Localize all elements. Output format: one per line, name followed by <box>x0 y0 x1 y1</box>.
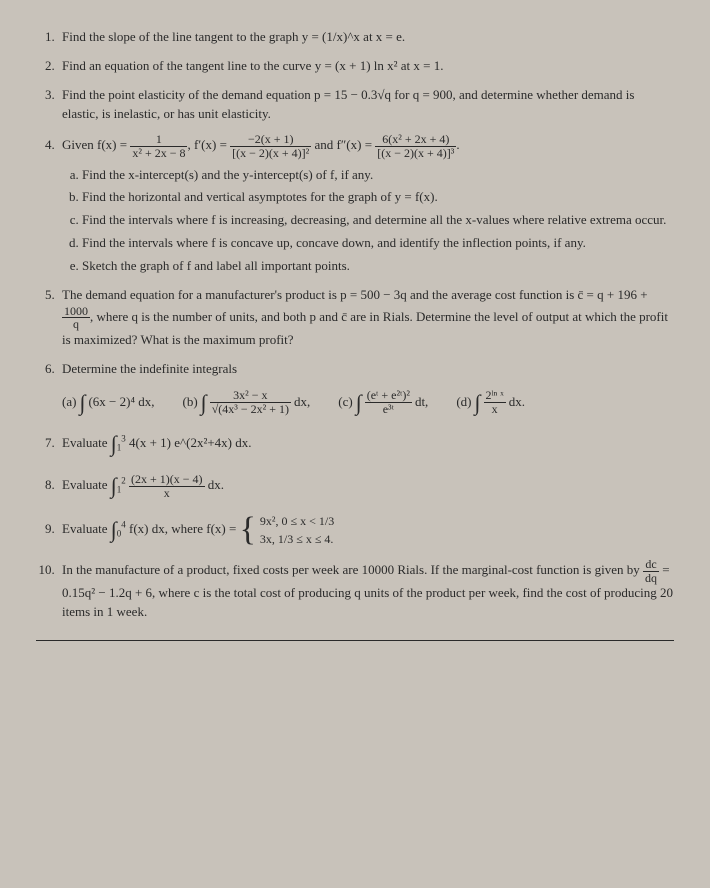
q4d: Find the intervals where f is concave up… <box>82 234 674 253</box>
q4b: Find the horizontal and vertical asympto… <box>82 188 674 207</box>
q9-case2: 3x, 1/3 ≤ x ≤ 4. <box>260 530 334 548</box>
integral-icon: ∫ <box>356 387 362 419</box>
q6d: (d) ∫ 2ˡⁿ ˣ x dx. <box>456 387 525 419</box>
q6-integrals-row: (a) ∫ (6x − 2)⁴ dx, (b) ∫ 3x² − x √(4x³ … <box>62 387 674 419</box>
exam-page: Find the slope of the line tangent to th… <box>0 0 710 668</box>
q3-text: Find the point elasticity of the demand … <box>62 87 634 121</box>
q4-fp-frac: −2(x + 1) [(x − 2)(x + 4)]² <box>230 133 311 159</box>
q4e: Sketch the graph of f and label all impo… <box>82 257 674 276</box>
left-brace-icon: { <box>240 513 256 547</box>
question-1: Find the slope of the line tangent to th… <box>58 28 674 47</box>
question-7: Evaluate ∫13 4(x + 1) e^(2x²+4x) dx. <box>58 428 674 460</box>
question-2: Find an equation of the tangent line to … <box>58 57 674 76</box>
integral-icon: ∫ <box>474 387 480 419</box>
question-10: In the manufacture of a product, fixed c… <box>58 558 674 622</box>
question-4: Given f(x) = 1 x² + 2x − 8 , f′(x) = −2(… <box>58 133 674 275</box>
question-5: The demand equation for a manufacturer's… <box>58 286 674 350</box>
q4-subparts: Find the x-intercept(s) and the y-interc… <box>62 166 674 276</box>
q9-lead: Evaluate <box>62 521 111 536</box>
integral-icon: ∫ <box>201 387 207 419</box>
q10-frac: dc dq <box>643 558 659 584</box>
question-list: Find the slope of the line tangent to th… <box>36 28 674 622</box>
integral-icon: ∫ <box>79 387 85 419</box>
q8-frac: (2x + 1)(x − 4) x <box>129 473 205 499</box>
q8-lead: Evaluate <box>62 477 111 492</box>
divider <box>36 640 674 641</box>
question-9: Evaluate ∫04 f(x) dx, where f(x) = { 9x²… <box>58 512 674 548</box>
q9-mid: f(x) dx, where f(x) = <box>129 521 240 536</box>
q4-fpp-frac: 6(x² + 2x + 4) [(x − 2)(x + 4)]³ <box>375 133 456 159</box>
q4a: Find the x-intercept(s) and the y-interc… <box>82 166 674 185</box>
q5-b: , where q is the number of units, and bo… <box>62 309 668 347</box>
q4-f-frac: 1 x² + 2x − 8 <box>130 133 187 159</box>
q2-text: Find an equation of the tangent line to … <box>62 58 444 73</box>
q6b: (b) ∫ 3x² − x √(4x³ − 2x² + 1) dx, <box>183 387 311 419</box>
q6a: (a) ∫ (6x − 2)⁴ dx, <box>62 387 155 419</box>
q5-frac: 1000 q <box>62 305 90 331</box>
q4-mid2: and f″(x) = <box>311 137 372 152</box>
q9-case1: 9x², 0 ≤ x < 1/3 <box>260 512 334 530</box>
q6-text: Determine the indefinite integrals <box>62 361 237 376</box>
q4-lead: Given f(x) = <box>62 137 127 152</box>
q4-tail: . <box>456 137 459 152</box>
q6c: (c) ∫ (eᵗ + e²ᵗ)² e³ᵗ dt, <box>338 387 428 419</box>
q9-piecewise: { 9x², 0 ≤ x < 1/3 3x, 1/3 ≤ x ≤ 4. <box>240 512 335 548</box>
q4c: Find the intervals where f is increasing… <box>82 211 674 230</box>
question-6: Determine the indefinite integrals (a) ∫… <box>58 360 674 419</box>
q10-a: In the manufacture of a product, fixed c… <box>62 562 643 577</box>
question-8: Evaluate ∫12 (2x + 1)(x − 4) x dx. <box>58 470 674 502</box>
question-3: Find the point elasticity of the demand … <box>58 86 674 124</box>
q1-text: Find the slope of the line tangent to th… <box>62 29 405 44</box>
q5-a: The demand equation for a manufacturer's… <box>62 287 648 302</box>
q4-mid1: , f′(x) = <box>187 137 226 152</box>
q7-lead: Evaluate <box>62 435 111 450</box>
q7-body: 4(x + 1) e^(2x²+4x) dx. <box>129 435 252 450</box>
